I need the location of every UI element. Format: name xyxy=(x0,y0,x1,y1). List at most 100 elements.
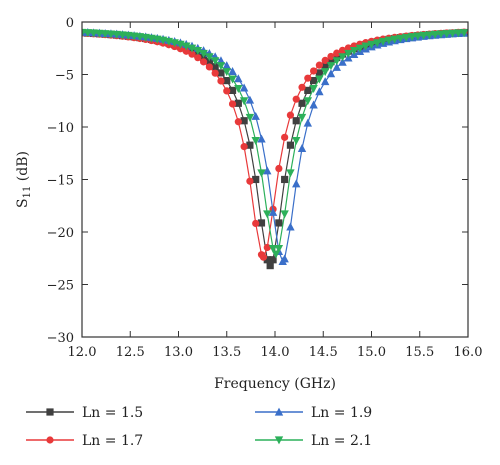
data-point xyxy=(239,97,249,106)
data-point xyxy=(396,34,405,43)
x-tick-label: 14.0 xyxy=(261,345,290,360)
data-point xyxy=(281,133,289,141)
data-point xyxy=(246,141,254,149)
data-point xyxy=(442,30,451,39)
data-point xyxy=(266,262,274,270)
data-point xyxy=(349,47,359,56)
data-point xyxy=(263,256,271,264)
legend-marker xyxy=(274,407,284,416)
y-tick-label: −20 xyxy=(47,226,74,241)
legend-item: Ln = 1.5 xyxy=(26,405,143,421)
data-point xyxy=(367,40,376,49)
data-point xyxy=(280,210,289,219)
data-point xyxy=(315,61,323,69)
data-point xyxy=(309,100,318,109)
data-point xyxy=(257,169,266,178)
data-point xyxy=(390,35,399,44)
data-point xyxy=(205,53,214,62)
data-point xyxy=(263,210,272,219)
data-point xyxy=(205,58,213,66)
data-point xyxy=(321,63,329,71)
legend: Ln = 1.5 Ln = 1.7 Ln = 1.9 Ln = 2.1 xyxy=(26,405,372,449)
data-point xyxy=(251,137,260,146)
data-point xyxy=(147,34,156,43)
legend-item: Ln = 1.7 xyxy=(26,433,143,449)
data-point xyxy=(338,46,347,54)
data-point xyxy=(286,169,295,178)
y-tick-label: −30 xyxy=(47,331,74,346)
data-point xyxy=(135,33,145,42)
legend-marker xyxy=(46,408,54,416)
legend-label: Ln = 2.1 xyxy=(311,433,372,449)
data-point xyxy=(216,62,226,71)
data-point xyxy=(304,86,312,95)
data-point xyxy=(199,58,208,66)
data-point xyxy=(333,49,341,57)
data-point xyxy=(251,111,260,120)
y-tick-label: −25 xyxy=(47,279,74,294)
data-point xyxy=(430,30,440,39)
legend-label: Ln = 1.9 xyxy=(311,405,372,421)
data-point xyxy=(413,32,423,41)
data-point xyxy=(106,30,116,39)
data-point xyxy=(118,31,127,40)
y-tick-label: −5 xyxy=(55,69,74,84)
data-point xyxy=(182,42,191,51)
data-point xyxy=(327,58,335,66)
data-point xyxy=(286,111,295,119)
data-point xyxy=(332,62,341,71)
data-point xyxy=(275,164,283,173)
data-point xyxy=(246,177,254,185)
series-line xyxy=(82,31,465,259)
legend-label: Ln = 1.5 xyxy=(82,405,143,421)
data-point xyxy=(124,31,133,40)
data-point xyxy=(361,42,370,51)
data-point xyxy=(199,49,208,58)
data-point xyxy=(315,69,323,77)
data-point xyxy=(141,33,150,42)
data-point xyxy=(100,30,110,39)
data-point xyxy=(245,95,255,104)
data-point xyxy=(234,99,242,107)
data-point xyxy=(89,29,98,38)
data-point xyxy=(298,99,306,107)
data-point xyxy=(257,134,266,143)
data-point xyxy=(310,67,318,75)
series-line xyxy=(82,31,465,263)
data-point xyxy=(297,113,307,122)
data-point xyxy=(269,256,277,264)
y-axis-title-unit: (dB) xyxy=(15,151,31,186)
data-point xyxy=(223,76,231,85)
data-point xyxy=(419,31,428,40)
data-point xyxy=(298,83,306,91)
data-point xyxy=(297,143,307,152)
x-tick-label: 12.5 xyxy=(116,345,145,360)
data-point xyxy=(292,117,300,125)
data-point xyxy=(310,76,318,85)
data-point xyxy=(234,118,242,126)
plot-frame xyxy=(81,21,469,338)
x-tick-label: 13.5 xyxy=(212,345,241,360)
y-axis-title: S11 (dB) xyxy=(15,151,33,208)
data-point xyxy=(315,87,324,96)
data-point xyxy=(402,33,411,42)
data-point xyxy=(454,29,463,38)
data-point xyxy=(211,69,219,77)
data-point xyxy=(275,219,283,227)
data-point xyxy=(332,57,341,66)
data-point xyxy=(407,33,417,42)
data-point xyxy=(210,57,220,66)
data-point xyxy=(292,179,301,188)
data-point xyxy=(320,77,330,86)
x-tick-label: 13.0 xyxy=(164,345,193,360)
data-point xyxy=(112,30,121,39)
data-point xyxy=(187,44,197,53)
data-point xyxy=(217,77,225,85)
data-point xyxy=(425,31,434,40)
series-3 xyxy=(82,28,468,259)
y-axis-title-subscript: 11 xyxy=(22,186,33,199)
x-tick-label: 14.5 xyxy=(309,345,338,360)
data-point xyxy=(309,84,318,93)
data-point xyxy=(373,39,382,48)
